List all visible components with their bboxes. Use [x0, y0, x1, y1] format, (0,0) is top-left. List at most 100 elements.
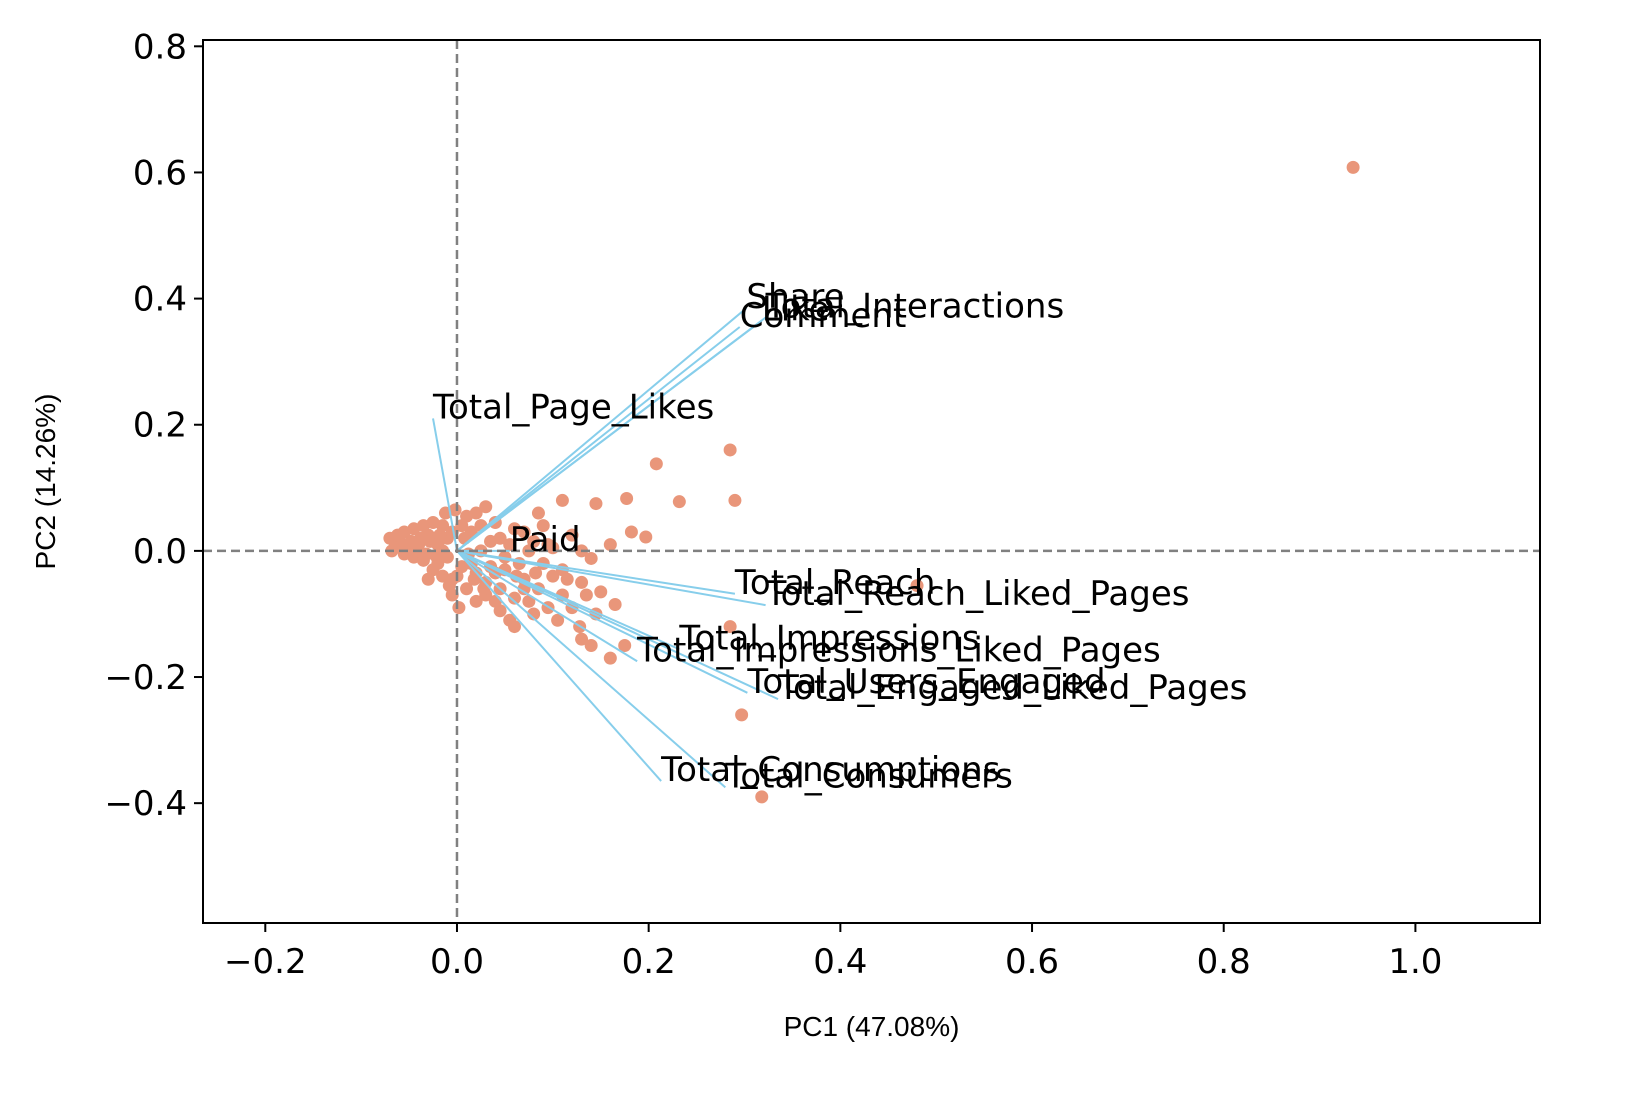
- scatter-point: [452, 601, 466, 615]
- scatter-points: [383, 160, 1360, 804]
- scatter-point: [575, 575, 589, 589]
- scatter-point: [440, 550, 454, 564]
- loading-vector: [456, 549, 779, 701]
- scatter-point: [624, 525, 638, 539]
- scatter-point: [527, 607, 541, 621]
- scatter-point: [589, 497, 603, 511]
- scatter-point: [507, 620, 521, 634]
- loading-vector: [456, 326, 741, 552]
- x-axis-title: PC1 (47.08%): [784, 1011, 960, 1042]
- loading-label: Like: [762, 290, 830, 330]
- loading-label: Total_Consumers: [724, 756, 1013, 796]
- loading-vector: [456, 549, 766, 607]
- scatter-point: [584, 638, 598, 652]
- x-tick-label: 0.2: [622, 942, 676, 982]
- loading-label: Comment: [740, 296, 907, 336]
- scatter-point: [419, 547, 433, 561]
- loading-label: Total_Reach_Liked_Pages: [765, 574, 1190, 614]
- scatter-point: [536, 519, 550, 533]
- loading-vector: [456, 549, 748, 694]
- scatter-point: [594, 585, 608, 599]
- scatter-point: [448, 503, 462, 517]
- loading-vectors: [432, 307, 779, 789]
- scatter-point: [477, 582, 491, 596]
- loading-label: Total_Interactions: [765, 287, 1065, 327]
- loading-vector: [456, 550, 727, 789]
- y-tick-label: 0.6: [133, 153, 187, 193]
- scatter-point: [603, 538, 617, 552]
- loading-vector: [432, 418, 458, 552]
- scatter-point: [639, 530, 653, 544]
- scatter-point: [394, 539, 408, 553]
- loading-label: Paid: [510, 520, 581, 560]
- reference-lines: [203, 40, 1540, 923]
- scatter-point: [469, 594, 483, 608]
- y-tick-label: 0.0: [133, 532, 187, 572]
- scatter-point: [575, 632, 589, 646]
- scatter-point: [488, 594, 502, 608]
- scatter-point: [442, 579, 456, 593]
- loading-label: Total_Reach: [734, 563, 936, 603]
- scatter-point: [421, 572, 435, 586]
- scatter-point: [391, 528, 405, 542]
- x-tick-label: 1.0: [1388, 942, 1442, 982]
- scatter-point: [551, 613, 565, 627]
- scatter-point: [735, 708, 749, 722]
- loading-label: Total_Users_Engaged: [746, 662, 1105, 702]
- axis-ticks: −0.2 0.0 0.2 0.4 0.6 0.8 1.0 −0.4 −0.2 0.0 0.2 0.4 0…: [104, 27, 1442, 982]
- scatter-point: [507, 591, 521, 605]
- scatter-point: [723, 620, 737, 634]
- y-axis-title: PC2 (14.26%): [30, 394, 61, 570]
- scatter-point: [584, 551, 598, 565]
- scatter-point: [620, 492, 634, 506]
- scatter-point: [541, 538, 555, 552]
- y-tick-label: 0.4: [133, 280, 187, 320]
- scatter-point: [910, 579, 924, 593]
- scatter-point: [1346, 160, 1360, 174]
- y-tick-label: 0.8: [133, 27, 187, 67]
- loading-label: Share: [746, 277, 844, 317]
- scatter-point: [522, 594, 536, 608]
- scatter-point: [618, 638, 632, 652]
- loading-label: Total_Consumptions: [660, 750, 1000, 790]
- scatter-point: [493, 531, 507, 545]
- loading-vector: [456, 550, 638, 663]
- loading-vector: [456, 550, 662, 782]
- scatter-point: [529, 566, 543, 580]
- scatter-point: [579, 588, 593, 602]
- scatter-point: [467, 572, 481, 586]
- scatter-point: [672, 495, 686, 509]
- scatter-point: [565, 528, 579, 542]
- scatter-point: [603, 651, 617, 665]
- x-tick-label: 0.6: [1005, 942, 1059, 982]
- scatter-point: [555, 493, 569, 507]
- scatter-point: [755, 790, 769, 804]
- scatter-point: [445, 525, 459, 539]
- plot-frame: [202, 39, 1541, 924]
- x-tick-label: −0.2: [224, 942, 307, 982]
- loading-vector: [456, 319, 763, 552]
- y-tick-label: −0.4: [104, 784, 187, 824]
- loading-label: Total_Impressions_Liked_Pages: [636, 630, 1161, 670]
- scatter-point: [479, 500, 493, 514]
- y-tick-label: 0.2: [133, 406, 187, 446]
- scatter-point: [433, 528, 447, 542]
- scatter-point: [531, 506, 545, 520]
- scatter-point: [455, 560, 469, 574]
- scatter-point: [455, 519, 469, 533]
- scatter-point: [546, 569, 560, 583]
- scatter-point: [723, 443, 737, 457]
- scatter-point: [608, 597, 622, 611]
- scatter-point: [460, 582, 474, 596]
- x-tick-label: 0.4: [813, 942, 867, 982]
- scatter-point: [649, 457, 663, 471]
- x-tick-label: 0.0: [430, 942, 484, 982]
- loading-label: Total_Engaged_Liked_Pages: [777, 668, 1247, 708]
- loading-label: Total_Page_Likes: [432, 387, 714, 427]
- scatter-point: [728, 493, 742, 507]
- y-tick-label: −0.2: [104, 658, 187, 698]
- x-tick-label: 0.8: [1197, 942, 1251, 982]
- scatter-point: [507, 522, 521, 536]
